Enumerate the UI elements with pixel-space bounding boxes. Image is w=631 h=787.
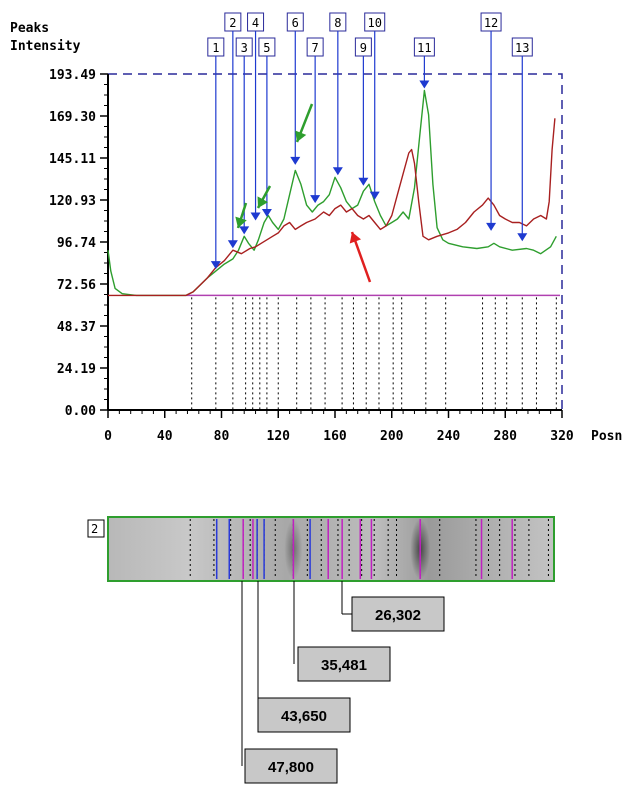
peak-marker-9: 9 [354,37,372,186]
peak-marker-4: 4 [247,12,265,221]
peak-marker-5: 5 [258,37,276,217]
y-tick-label: 145.11 [49,152,96,167]
peak-label: 4 [252,16,259,30]
peak-arrowhead [210,261,221,270]
peak-label: 5 [263,41,270,55]
callout-value: 35,481 [321,657,367,674]
green-arrow-1-head [295,130,307,142]
x-tick-label: 160 [323,429,347,444]
peak-marker-1: 1 [207,37,225,270]
red-arrow-head [349,232,362,244]
y-tick-label: 120.93 [49,194,96,209]
plot-frame [108,73,563,410]
y-tick-label: 72.56 [57,278,96,293]
peak-label: 11 [417,41,431,55]
band-value-callout: 43,650 [257,581,351,733]
green-arrow-2 [256,185,272,209]
peak-arrowhead [517,233,528,242]
peak-marker-12: 12 [480,12,502,231]
green-arrow-3-head [235,216,247,228]
x-tick-label: 0 [104,429,112,444]
green-arrow-2-head [257,196,269,208]
peak-label: 13 [515,41,529,55]
x-tick-label: 120 [267,429,291,444]
band-value-callouts: 26,302 35,481 43,650 47,800 [241,581,445,784]
x-tick-label: 200 [380,429,404,444]
peak-arrowhead [486,222,497,231]
plot-frame-dashed [108,73,563,410]
peak-arrowhead [227,240,238,249]
x-axis-title: Posn [591,429,622,444]
callout-value: 26,302 [375,607,421,624]
peak-marker-7: 7 [306,37,324,204]
callout-box [257,697,351,733]
y-axis-title-line2: Intensity [10,39,81,54]
peak-marker-10: 10 [364,12,386,200]
lane-band-lines [189,519,549,579]
callout-box [297,646,391,682]
y-tick-label: 96.74 [57,236,96,251]
peak-marker-2: 2 [224,12,242,249]
x-tick-label: 240 [437,429,461,444]
peak-arrowhead [332,167,343,176]
callout-value: 47,800 [268,759,314,776]
peak-arrowhead [419,80,430,89]
peak-marker-8: 8 [329,12,347,176]
red-arrow [349,231,372,283]
callout-box [351,596,445,632]
green-arrow-1 [295,103,314,143]
y-tick-label: 24.19 [57,362,96,377]
callout-value: 43,650 [281,708,327,725]
peak-marker-3: 3 [235,37,253,235]
y-tick-label: 48.37 [57,320,96,335]
intensity-series [107,89,557,297]
peak-label: 1 [212,41,219,55]
x-tick-label: 280 [494,429,518,444]
peak-arrowhead [290,156,301,165]
x-tick-label: 40 [157,429,173,444]
y-tick-label: 193.49 [49,68,96,83]
lane-strip [107,516,555,582]
band-value-callout: 26,302 [341,581,445,632]
peak-label: 12 [484,16,498,30]
series-line [107,89,557,297]
peak-marker-13: 13 [511,37,533,242]
x-tick-label: 80 [214,429,230,444]
peak-marker-11: 11 [413,37,435,89]
peak-arrowhead [250,212,261,221]
peak-arrowhead [239,226,250,235]
band-dotted-lines [186,294,560,410]
y-tick-label: 0.00 [65,404,96,419]
peak-arrowhead [310,195,321,204]
lane-number: 2 [91,522,98,536]
peak-label: 6 [292,16,299,30]
peak-label: 9 [360,41,367,55]
y-tick-label: 169.30 [49,110,96,125]
band-value-callout: 47,800 [241,581,338,784]
peak-arrowhead [261,208,272,217]
x-tick-label: 320 [550,429,574,444]
band-value-callout: 35,481 [293,581,391,682]
lane-number-box [87,519,105,538]
axes: 0.00 24.19 48.37 72.56 96.74 120.93 145.11 169.… [49,68,574,444]
y-axis-title-line1: Peaks [10,21,49,36]
annotation-arrows [235,103,372,283]
peak-arrowhead [358,177,369,186]
callout-box [244,748,338,784]
peak-label: 3 [241,41,248,55]
green-arrow-3 [235,202,248,229]
peak-label: 8 [334,16,341,30]
peak-arrowhead [369,191,380,200]
peak-label: 10 [367,16,381,30]
peak-label: 7 [312,41,319,55]
series-line [108,118,556,297]
peak-marker-6: 6 [286,12,304,165]
gel-lane: 2 [87,516,555,582]
peak-label: 2 [229,16,236,30]
